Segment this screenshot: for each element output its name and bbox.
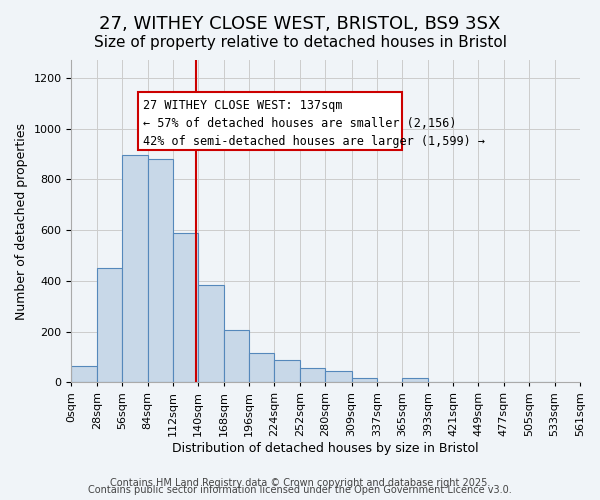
Bar xyxy=(122,155,148,382)
Text: Contains public sector information licensed under the Open Government Licence v3: Contains public sector information licen… xyxy=(88,485,512,495)
Text: 27 WITHEY CLOSE WEST: 137sqm
← 57% of detached houses are smaller (2,156)
42% of: 27 WITHEY CLOSE WEST: 137sqm ← 57% of de… xyxy=(143,98,485,148)
Bar xyxy=(148,159,173,382)
Bar xyxy=(173,232,199,382)
Bar xyxy=(71,366,97,382)
Bar xyxy=(249,353,274,382)
Y-axis label: Number of detached properties: Number of detached properties xyxy=(15,122,28,320)
X-axis label: Distribution of detached houses by size in Bristol: Distribution of detached houses by size … xyxy=(172,442,479,455)
Bar xyxy=(199,284,224,382)
FancyBboxPatch shape xyxy=(137,92,402,150)
Text: Size of property relative to detached houses in Bristol: Size of property relative to detached ho… xyxy=(94,35,506,50)
Bar xyxy=(224,330,249,382)
Text: Contains HM Land Registry data © Crown copyright and database right 2025.: Contains HM Land Registry data © Crown c… xyxy=(110,478,490,488)
Bar xyxy=(352,378,377,382)
Bar xyxy=(97,268,122,382)
Bar xyxy=(300,368,325,382)
Bar xyxy=(274,360,300,382)
Text: 27, WITHEY CLOSE WEST, BRISTOL, BS9 3SX: 27, WITHEY CLOSE WEST, BRISTOL, BS9 3SX xyxy=(100,15,500,33)
Bar xyxy=(403,378,428,382)
Bar xyxy=(325,371,352,382)
